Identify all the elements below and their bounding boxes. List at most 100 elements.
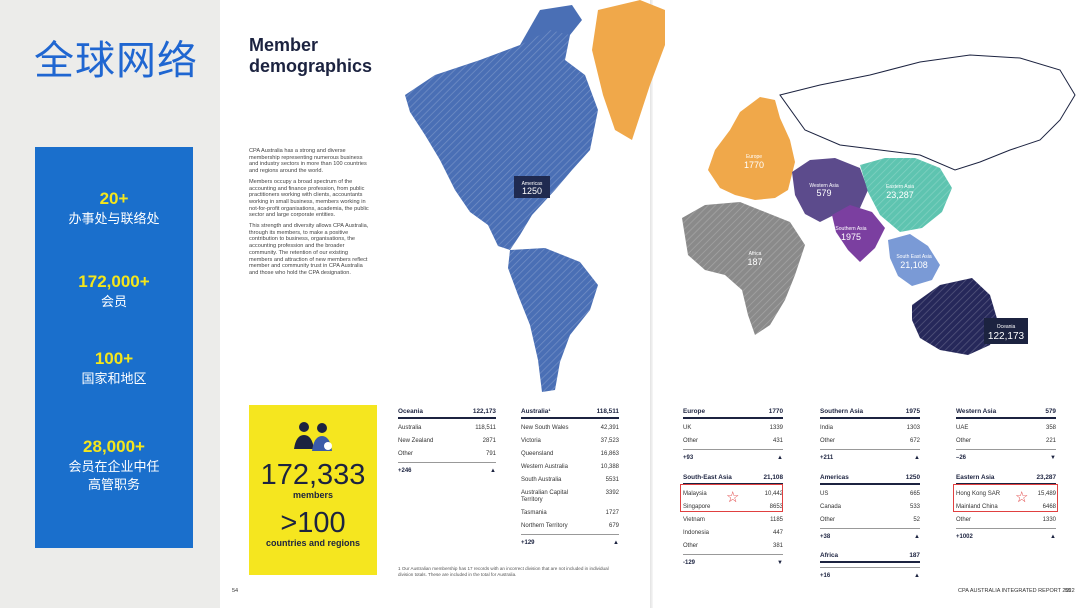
table-header: Africa 187 [820,552,920,563]
change-arrow-icon: ▼ [777,560,783,566]
map-label-western-asia-value: 579 [816,188,831,198]
table-title: Eastern Asia [956,474,995,481]
table-title: Oceania [398,408,423,415]
row-value: 1330 [1042,517,1056,523]
change-arrow-icon: ▲ [777,455,783,461]
table-row: Australia 118,511 [398,419,496,432]
table-row: Western Australia 10,388 [521,458,619,471]
table-total: 21,108 [763,474,783,481]
change-value: +38 [820,534,831,540]
row-label: India [820,425,834,431]
table-australia: Australia¹ 118,511 New South Wales 42,391 Vi… [521,408,619,546]
table-row: Hong Kong SAR 15,489 [956,485,1056,498]
table-header: Europe 1770 [683,408,783,419]
table-europe: Europe 1770 UK 1339 Other 431 +93 ▲ [683,408,783,461]
table-row: Canada 533 [820,498,920,511]
table-title: Western Asia [956,408,997,415]
stat-offices: 20+ 办事处与联络处 [35,189,193,229]
row-label: Victoria [521,438,541,444]
table-row: Northern Territory 679 [521,517,619,530]
row-value: 42,391 [600,425,619,431]
table-row: Other 52 [820,511,920,524]
table-row: Other 431 [683,432,783,445]
table-header: Western Asia 579 [956,408,1056,419]
map-label-bg-americas [514,176,550,198]
row-value: 8653 [769,504,783,510]
row-value: 10,388 [600,464,619,470]
table-total: 118,511 [596,408,619,415]
table-row: Victoria 37,523 [521,432,619,445]
table-row: Mainland China 6468 [956,498,1056,511]
row-value: 1303 [906,425,920,431]
change-value: +246 [398,468,412,474]
table-row: South Australia 5531 [521,471,619,484]
row-label: UAE [956,425,969,431]
region-europe [708,97,795,200]
map-label-americas-name: Americas [522,181,543,187]
table-change: +93 ▲ [683,449,783,461]
stat-number: 172,000+ [78,272,150,291]
row-label: New South Wales [521,425,569,431]
map-label-oceania-name: Oceania [997,324,1016,330]
members-people-icon [294,422,332,451]
row-value: 15,489 [1037,491,1056,497]
table-header: Americas 1250 [820,474,920,485]
map-label-south-east-asia-name: South East Asia [896,254,932,260]
countries-label: countries and regions [265,538,361,548]
table-header: Oceania 122,173 [398,408,496,419]
intro-paragraph: Members occupy a broad spectrum of the a… [249,178,369,219]
intro-paragraph: This strength and diversity allows CPA A… [249,223,369,276]
table-header: Australia¹ 118,511 [521,408,619,419]
table-total: 122,173 [472,408,496,415]
map-label-europe-name: Europe [746,154,762,160]
row-label: Mainland China [956,504,998,510]
page-gutter [650,0,653,608]
row-label: Other [820,517,836,523]
stat-label: 办事处与联络处 [68,212,160,227]
row-label: Australian Capital Territory [521,490,569,503]
row-label: South Australia [521,477,562,483]
stat-label: 会员在企业中任高管职务 [68,460,160,493]
row-label: Other [956,438,972,444]
intro-paragraph: CPA Australia has a strong and diverse m… [249,148,367,175]
row-label: US [820,491,829,497]
region-greenland [592,0,665,140]
report-spread: Americas 1250 Europe 1770 Western Asia 5… [220,0,1080,608]
map-label-americas-value: 1250 [522,186,542,196]
table-row: Vietnam 1185 [683,511,783,524]
row-value: 672 [909,438,920,444]
page-number-right: 55 [1065,588,1072,594]
world-map: Americas 1250 Europe 1770 Western Asia 5… [405,0,1076,392]
table-total: 1770 [768,408,783,415]
table-row: Other 672 [820,432,920,445]
table-row: New Zealand 2871 [398,432,496,445]
stat-label: 会员 [100,295,127,310]
row-value: 16,863 [600,451,619,457]
change-value: +16 [820,573,831,579]
row-label: Northern Territory [521,523,568,529]
table-row: Indonesia 447 [683,524,783,537]
row-value: 221 [1045,438,1056,444]
map-label-southern-asia-name: Southern Asia [835,226,866,232]
row-value: 447 [772,530,783,536]
report-title: Member demographics [249,35,373,76]
table-title: Southern Asia [820,408,864,415]
row-label: Tasmania [521,510,547,516]
row-label: Other [820,438,836,444]
members-value: 172,333 [260,459,366,491]
table-change: +16 ▲ [820,567,920,579]
intro-text: CPA Australia has a strong and diverse m… [249,148,371,281]
table-row: Other 221 [956,432,1056,445]
row-label: Other [398,451,414,457]
map-label-europe-value: 1770 [744,160,764,170]
stat-number: 100+ [94,349,134,368]
change-value: +211 [820,455,834,461]
change-arrow-icon: ▼ [1050,455,1056,461]
change-arrow-icon: ▲ [1050,534,1056,540]
row-label: Other [956,517,972,523]
stat-number: 28,000+ [83,437,145,456]
map-label-africa-value: 187 [747,257,762,267]
change-arrow-icon: ▲ [613,540,619,546]
row-label: Australia [398,425,422,431]
row-value: 1185 [770,517,783,523]
